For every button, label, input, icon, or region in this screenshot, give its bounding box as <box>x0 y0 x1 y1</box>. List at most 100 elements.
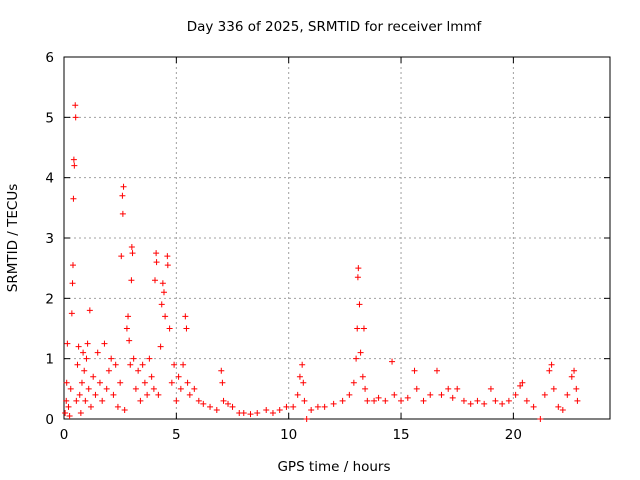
data-point <box>105 367 112 374</box>
data-point <box>128 277 135 284</box>
data-point <box>114 403 121 410</box>
data-point <box>290 403 297 410</box>
data-point <box>135 367 142 374</box>
x-tick-label: 0 <box>60 427 69 443</box>
data-point <box>354 274 361 281</box>
y-tick-label: 6 <box>45 50 54 66</box>
data-point <box>132 385 139 392</box>
data-point <box>438 391 445 398</box>
data-point <box>427 391 434 398</box>
data-point <box>225 400 232 407</box>
y-tick-label: 0 <box>45 412 54 428</box>
data-point <box>148 373 155 380</box>
data-point <box>92 391 99 398</box>
data-point <box>85 385 92 392</box>
data-point <box>146 355 153 362</box>
data-point <box>177 385 184 392</box>
data-point <box>137 397 144 404</box>
data-point <box>101 340 108 347</box>
data-point <box>568 373 575 380</box>
data-point <box>118 253 125 260</box>
data-point <box>207 403 214 410</box>
data-point <box>71 162 78 169</box>
data-point <box>564 391 571 398</box>
data-point <box>65 403 72 410</box>
data-point <box>247 411 254 418</box>
y-tick-label: 1 <box>45 352 54 368</box>
data-point <box>546 367 553 374</box>
data-point <box>574 397 581 404</box>
data-point <box>67 385 74 392</box>
x-tick-label: 5 <box>172 427 181 443</box>
y-tick-label: 4 <box>45 171 54 187</box>
data-point <box>299 361 306 368</box>
data-point <box>64 340 71 347</box>
data-point <box>389 358 396 365</box>
data-point <box>186 391 193 398</box>
data-point <box>159 280 166 287</box>
data-point <box>125 313 132 320</box>
data-point <box>78 379 85 386</box>
data-point <box>240 409 247 416</box>
grid-lines <box>64 57 610 419</box>
data-point <box>301 397 308 404</box>
data-point <box>398 397 405 404</box>
data-point <box>355 265 362 272</box>
data-point <box>269 409 276 416</box>
x-tick-labels: 0 5 10 15 20 <box>60 427 522 443</box>
data-point <box>433 367 440 374</box>
data-point <box>171 361 178 368</box>
data-point <box>505 397 512 404</box>
data-point <box>86 307 93 314</box>
data-point <box>411 367 418 374</box>
data-point <box>445 385 452 392</box>
data-point <box>321 403 328 410</box>
data-point <box>467 400 474 407</box>
data-point <box>77 409 84 416</box>
data-point <box>128 244 135 251</box>
data-point <box>382 397 389 404</box>
axis-ticks <box>63 56 610 420</box>
data-point <box>517 382 524 389</box>
data-point <box>359 373 366 380</box>
data-point <box>353 355 360 362</box>
data-point <box>110 391 117 398</box>
x-axis-label: GPS time / hours <box>277 459 390 475</box>
data-point <box>150 385 157 392</box>
data-point <box>141 379 148 386</box>
data-point <box>339 397 346 404</box>
data-point <box>220 397 227 404</box>
data-point <box>70 156 77 163</box>
data-point <box>218 367 225 374</box>
data-point <box>73 397 80 404</box>
data-point <box>550 385 557 392</box>
data-point <box>82 397 89 404</box>
data-point <box>213 406 220 413</box>
data-point <box>153 250 160 257</box>
data-point <box>83 355 90 362</box>
data-point <box>123 325 130 332</box>
data-point <box>283 403 290 410</box>
data-point <box>530 403 537 410</box>
data-point <box>391 391 398 398</box>
data-point <box>164 262 171 269</box>
data-point <box>164 253 171 260</box>
data-point <box>87 403 94 410</box>
data-point <box>481 400 488 407</box>
data-point <box>350 379 357 386</box>
data-point <box>523 397 530 404</box>
data-point <box>72 102 79 109</box>
data-point <box>375 394 382 401</box>
data-points <box>62 102 581 422</box>
y-tick-label: 3 <box>45 231 54 247</box>
data-point <box>112 361 119 368</box>
data-point <box>362 385 369 392</box>
data-point <box>63 379 70 386</box>
data-point <box>219 379 226 386</box>
data-point <box>183 325 190 332</box>
data-point <box>96 379 103 386</box>
data-point <box>180 361 187 368</box>
data-point <box>537 416 544 422</box>
data-point <box>152 277 158 284</box>
